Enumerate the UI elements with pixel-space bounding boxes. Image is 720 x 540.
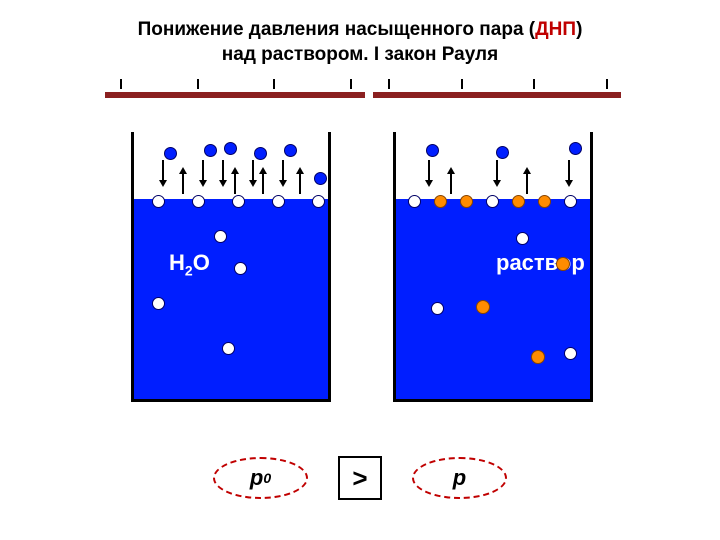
p0-symbol: p bbox=[250, 465, 263, 491]
right-liquid-label: раствор bbox=[496, 250, 585, 276]
evaporation-arrow bbox=[262, 172, 264, 194]
left-tick bbox=[273, 79, 275, 89]
left-tick bbox=[350, 79, 352, 89]
left-liquid-label: Н2О bbox=[169, 250, 210, 278]
title-line2: над раствором. I закон Рауля bbox=[222, 44, 498, 65]
right-vessel: раствор bbox=[393, 132, 593, 402]
title-highlight: ДНП bbox=[535, 19, 576, 40]
evaporation-arrow bbox=[450, 172, 452, 194]
left-top-bar bbox=[105, 92, 365, 98]
vapor-molecule bbox=[224, 142, 237, 155]
right-tick bbox=[388, 79, 390, 89]
p0-sub: 0 bbox=[263, 470, 271, 486]
right-tick bbox=[461, 79, 463, 89]
left-tick bbox=[197, 79, 199, 89]
vapor-molecule bbox=[569, 142, 582, 155]
right-tick bbox=[606, 79, 608, 89]
condensation-arrow bbox=[252, 160, 254, 182]
condensation-arrow bbox=[222, 160, 224, 182]
diagram-area: Н2О раствор bbox=[0, 82, 720, 482]
left-vessel: Н2О bbox=[131, 132, 331, 402]
vapor-molecule bbox=[314, 172, 327, 185]
vapor-molecule bbox=[164, 147, 177, 160]
vapor-molecule bbox=[204, 144, 217, 157]
condensation-arrow bbox=[162, 160, 164, 182]
right-tick bbox=[533, 79, 535, 89]
right-liquid bbox=[396, 199, 590, 399]
condensation-arrow bbox=[428, 160, 430, 182]
vapor-molecule bbox=[284, 144, 297, 157]
title-part2: ) bbox=[576, 19, 582, 40]
left-tick bbox=[120, 79, 122, 89]
condensation-arrow bbox=[568, 160, 570, 182]
condensation-arrow bbox=[496, 160, 498, 182]
operator-box: > bbox=[338, 456, 382, 500]
condensation-arrow bbox=[282, 160, 284, 182]
diagram-title: Понижение давления насыщенного пара (ДНП… bbox=[0, 0, 720, 67]
pressure-comparison: p0 > p bbox=[213, 456, 507, 500]
vapor-molecule bbox=[426, 144, 439, 157]
evaporation-arrow bbox=[234, 172, 236, 194]
condensation-arrow bbox=[202, 160, 204, 182]
right-top-bar bbox=[373, 92, 621, 98]
evaporation-arrow bbox=[299, 172, 301, 194]
vapor-molecule bbox=[496, 146, 509, 159]
vapor-molecule bbox=[254, 147, 267, 160]
evaporation-arrow bbox=[182, 172, 184, 194]
evaporation-arrow bbox=[526, 172, 528, 194]
p-symbol: p bbox=[453, 465, 466, 491]
title-part1: Понижение давления насыщенного пара ( bbox=[138, 19, 536, 40]
operator: > bbox=[352, 463, 367, 494]
p-ellipse: p bbox=[412, 457, 507, 499]
p0-ellipse: p0 bbox=[213, 457, 308, 499]
